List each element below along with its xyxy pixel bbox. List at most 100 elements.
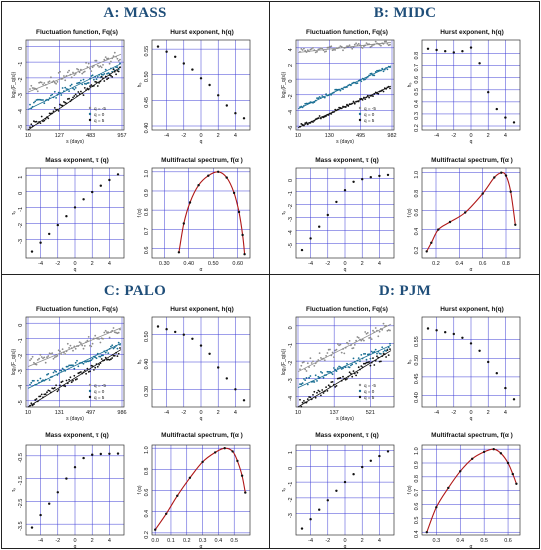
a-fluct-point-q1-43 <box>85 83 87 85</box>
c-fluct-point-q0-45 <box>87 336 90 338</box>
c-spectrum-title: Multifractal spectrum, f(α ) <box>161 432 243 439</box>
c-fluct-ytick-4: -1 <box>18 338 24 343</box>
b-mass-point-1 <box>309 237 312 240</box>
a-fluct-point-q0-30 <box>68 69 70 72</box>
c-fluct-point-q0-50 <box>94 334 97 337</box>
b-fluct-point-q0-32 <box>340 45 343 48</box>
c-fluct-point-q0-18 <box>52 357 55 360</box>
b-legend-marker-1 <box>358 112 362 116</box>
c-fluct-point-q2-19 <box>53 387 56 389</box>
c-mass-point-5 <box>73 466 77 469</box>
d-spec-point-10 <box>515 482 518 485</box>
d-fluct-point-q0-11 <box>313 365 316 367</box>
d-mass-xlabel: q <box>344 544 347 550</box>
b-legend-marker-2 <box>358 118 362 122</box>
c-fluct-point-q0-58 <box>104 329 107 332</box>
c-fluct-point-q2-33 <box>72 379 74 382</box>
c-spec-point-3 <box>188 476 192 479</box>
c-fluct-point-q0-8 <box>39 353 42 356</box>
a-fluct-point-q2-66 <box>115 73 117 76</box>
a-fluct-point-q2-52 <box>96 85 99 87</box>
c-fluct-point-q1-54 <box>99 355 102 358</box>
a-hurst-point-1 <box>165 50 168 53</box>
d-legend-label-2: q = 5 <box>364 395 375 400</box>
b-fluct-point-q2-41 <box>352 100 355 103</box>
a-fluct-xlabel: s (days) <box>66 139 84 145</box>
c-fluct-point-q1-20 <box>55 370 57 373</box>
c-fluct-point-q0-12 <box>44 361 47 364</box>
a-legend-marker-0 <box>88 106 92 110</box>
d-fluct-point-q2-36 <box>346 378 348 380</box>
b-fluct-point-q1-57 <box>373 74 376 77</box>
c-fluct-point-q1-32 <box>70 364 73 367</box>
d-fluct-point-q2-59 <box>376 355 378 358</box>
d-fluct-point-q0-37 <box>347 342 350 345</box>
a-fluct-point-q1-39 <box>80 79 82 82</box>
c-mass-ylabel: τₔ <box>11 488 17 492</box>
a-hurst-point-6 <box>208 83 211 87</box>
a-fluct-point-q0-50 <box>94 59 97 62</box>
d-fluct-point-q1-39 <box>350 364 352 367</box>
d-fluct-xtick-1: 137 <box>330 410 339 416</box>
c-fluct-point-q2-23 <box>59 384 61 387</box>
b-mass-ytick-3: -2 <box>288 204 294 209</box>
a-fluct-point-q0-1 <box>30 84 33 87</box>
c-spec-point-6 <box>223 447 226 450</box>
d-fluct-point-q0-50 <box>364 331 367 333</box>
d-fluct-point-q1-35 <box>344 366 347 369</box>
a-fluct-xtick-2: 483 <box>86 133 95 139</box>
b-hurst-point-10 <box>512 121 516 124</box>
c-fluct-point-q0-57 <box>103 331 106 334</box>
a-fluct-point-q0-45 <box>87 62 90 65</box>
c-fluct-point-q1-14 <box>47 373 50 375</box>
a-spec-point-1 <box>182 222 185 225</box>
b-fluct-ylabel: log₂(F_q(s)) <box>281 71 287 98</box>
a-fluct-point-q2-35 <box>74 93 77 96</box>
a-fluct-point-q1-16 <box>50 94 52 97</box>
c-fluct-point-q0-7 <box>38 357 40 360</box>
d-mass-ylabel: τₔ <box>281 488 287 492</box>
c-hurst-frame <box>151 316 251 408</box>
b-hurst-title: Hurst exponent, h(q) <box>440 29 504 36</box>
d-fluct-point-q1-26 <box>333 367 335 369</box>
b-mass-ytick-2: -3 <box>288 217 294 222</box>
c-mass-xtick-2: 0 <box>73 538 76 544</box>
c-fluct-xtick-3: 986 <box>117 410 126 416</box>
panel-title-b: B: MIDC <box>373 5 437 21</box>
d-fluct-point-q2-45 <box>357 366 360 369</box>
a-fluct-point-q1-6 <box>36 98 39 101</box>
a-fluct-fit-q2 <box>27 66 122 131</box>
d-fluct-point-q0-10 <box>312 360 314 363</box>
d-spec-xtick-2: 0.5 <box>480 538 488 544</box>
b-spec-point-5 <box>481 192 484 195</box>
a-fluct-point-q0-35 <box>74 72 77 75</box>
b-fluct-ytick-5: 4 <box>288 48 294 51</box>
b-spec-ytick-1: 0.4 <box>414 228 420 236</box>
c-fluct-point-q2-28 <box>65 379 68 382</box>
d-legend-label-1: q = 0 <box>364 389 375 394</box>
d-fluct-point-q0-27 <box>334 349 337 352</box>
c-mass-point-0 <box>30 526 34 529</box>
a-fluct-point-q1-27 <box>64 86 67 89</box>
c-fluct-ytick-3: -2 <box>18 354 24 359</box>
d-fluct-point-q0-5 <box>305 370 308 372</box>
c-fluct-point-q2-25 <box>61 380 64 383</box>
c-hurst-xlabel: q <box>200 416 203 422</box>
b-hurst-xtick-3: 2 <box>487 133 490 139</box>
d-fluct-point-q2-40 <box>351 375 354 378</box>
d-hurst-xtick-4: 4 <box>504 410 507 416</box>
c-fluct-ytick-2: -3 <box>18 369 24 374</box>
b-spec-point-7 <box>500 171 503 174</box>
a-fluct-point-q1-38 <box>78 81 81 84</box>
c-fluct-point-q1-8 <box>39 377 42 380</box>
c-spec-ytick-1: 0.4 <box>144 510 150 518</box>
b-spec-point-3 <box>448 220 452 224</box>
b-mass-xtick-1: -2 <box>325 261 330 267</box>
c-legend-marker-0 <box>88 383 92 387</box>
d-fluct-point-q0-63 <box>381 328 384 331</box>
a-mass-xtick-4: 4 <box>108 261 111 267</box>
b-fluct-point-q0-45 <box>357 42 360 45</box>
a-mass-point-6 <box>82 198 85 201</box>
c-fluct-point-q2-49 <box>93 369 95 371</box>
d-fluct-point-q2-25 <box>331 381 334 383</box>
